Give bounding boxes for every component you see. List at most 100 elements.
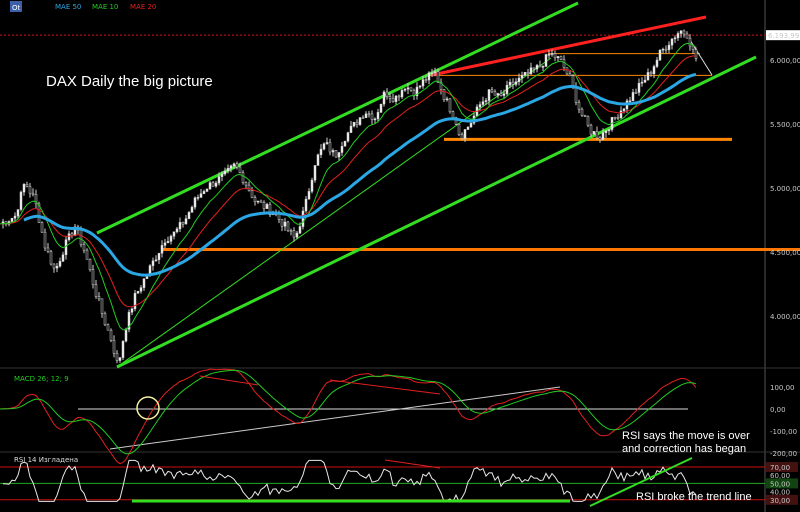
candle-body <box>466 126 470 130</box>
candle-body <box>10 217 14 222</box>
candle-body <box>241 172 245 183</box>
price-tick-label: 5.000,00 <box>770 185 800 193</box>
candle-body <box>67 233 71 240</box>
candle-body <box>247 184 251 191</box>
legend-rsi[interactable]: RSI 14 Изгладена <box>14 456 78 464</box>
candle-body <box>538 65 542 68</box>
toolbar-badge[interactable] <box>10 1 22 12</box>
candle-body <box>355 121 359 125</box>
candle-body <box>652 66 656 75</box>
candle-body <box>151 260 155 266</box>
candle-body <box>451 111 455 118</box>
candle-body <box>211 182 215 187</box>
current-price-label: 6.193,99 <box>768 32 799 40</box>
candle-body <box>91 269 95 285</box>
candle-body <box>565 67 569 75</box>
candle-body <box>421 79 425 87</box>
rsi-tick-label: 30,00 <box>770 497 790 505</box>
candle-body <box>364 113 368 119</box>
legend-macd[interactable]: MACD 26; 12; 9 <box>14 375 69 383</box>
candle-body <box>418 85 422 88</box>
candle-body <box>415 86 419 97</box>
candle-body <box>505 85 509 94</box>
macd-line <box>0 368 697 465</box>
candle-body <box>304 198 308 212</box>
candle-body <box>193 197 197 208</box>
candle-body <box>280 218 284 227</box>
candle-body <box>196 197 200 199</box>
legend-mae20[interactable]: MAE 20 <box>130 3 156 11</box>
candle-body <box>574 86 578 103</box>
candle-body <box>691 45 695 50</box>
candle-body <box>298 226 302 234</box>
candle-body <box>676 33 680 39</box>
candle-body <box>532 67 536 70</box>
candle-body <box>385 91 389 97</box>
candle-body <box>139 287 143 292</box>
candle-body <box>265 204 269 209</box>
candle-body <box>442 89 446 100</box>
candle-body <box>310 179 314 192</box>
macd-signal-line <box>0 369 697 455</box>
candle-body <box>601 132 605 140</box>
candle-body <box>286 221 290 231</box>
candle-body <box>646 72 650 81</box>
candle-body <box>100 298 104 314</box>
candle-body <box>118 357 122 361</box>
candle-body <box>292 230 296 238</box>
candle-body <box>526 72 530 74</box>
candle-body <box>127 311 131 330</box>
macd-tick-label: -200,00 <box>770 450 797 458</box>
candle-body <box>460 134 464 139</box>
candle-body <box>481 101 485 105</box>
mae10-line <box>0 42 697 331</box>
candle-body <box>508 81 512 86</box>
candle-body <box>352 121 356 127</box>
candle-body <box>640 81 644 84</box>
candle-body <box>94 284 98 297</box>
candle-body <box>175 228 179 233</box>
candle-body <box>394 95 398 102</box>
candle-body <box>313 165 317 181</box>
price-tick-label: 4.500,00 <box>770 249 800 257</box>
candle-body <box>331 150 335 153</box>
candle-body <box>406 87 410 90</box>
rsi-tick-bg <box>766 478 798 489</box>
candle-body <box>214 182 218 187</box>
candle-body <box>427 72 431 81</box>
candle-body <box>19 191 23 210</box>
legend-mae10[interactable]: MAE 10 <box>92 3 118 11</box>
candle-body <box>493 91 497 96</box>
candle-body <box>607 129 611 132</box>
candle-body <box>694 49 698 59</box>
candle-body <box>373 118 377 121</box>
candle-body <box>319 148 323 156</box>
candle-body <box>250 190 254 198</box>
candle-body <box>190 206 194 213</box>
candle-body <box>130 308 134 313</box>
candle-body <box>220 173 224 177</box>
candle-body <box>217 176 221 184</box>
candle-body <box>295 232 299 238</box>
candle-body <box>103 313 107 326</box>
candle-body <box>112 340 116 354</box>
candle-body <box>547 54 551 56</box>
candle-body <box>325 142 329 144</box>
candle-body <box>658 49 662 61</box>
candle-body <box>97 296 101 300</box>
legend-mae50[interactable]: MAE 50 <box>55 3 81 11</box>
candle-body <box>400 90 404 98</box>
candle-body <box>520 75 524 79</box>
candle-body <box>583 115 587 117</box>
candle-body <box>226 168 230 172</box>
candle-body <box>403 88 407 91</box>
candle-body <box>259 200 263 203</box>
macd-trend-line <box>109 386 561 450</box>
candle-body <box>208 182 212 190</box>
candle-body <box>16 209 20 217</box>
candle-body <box>613 117 617 119</box>
candle-body <box>664 48 668 51</box>
candle-body <box>682 30 686 35</box>
mae20-line <box>0 55 697 308</box>
